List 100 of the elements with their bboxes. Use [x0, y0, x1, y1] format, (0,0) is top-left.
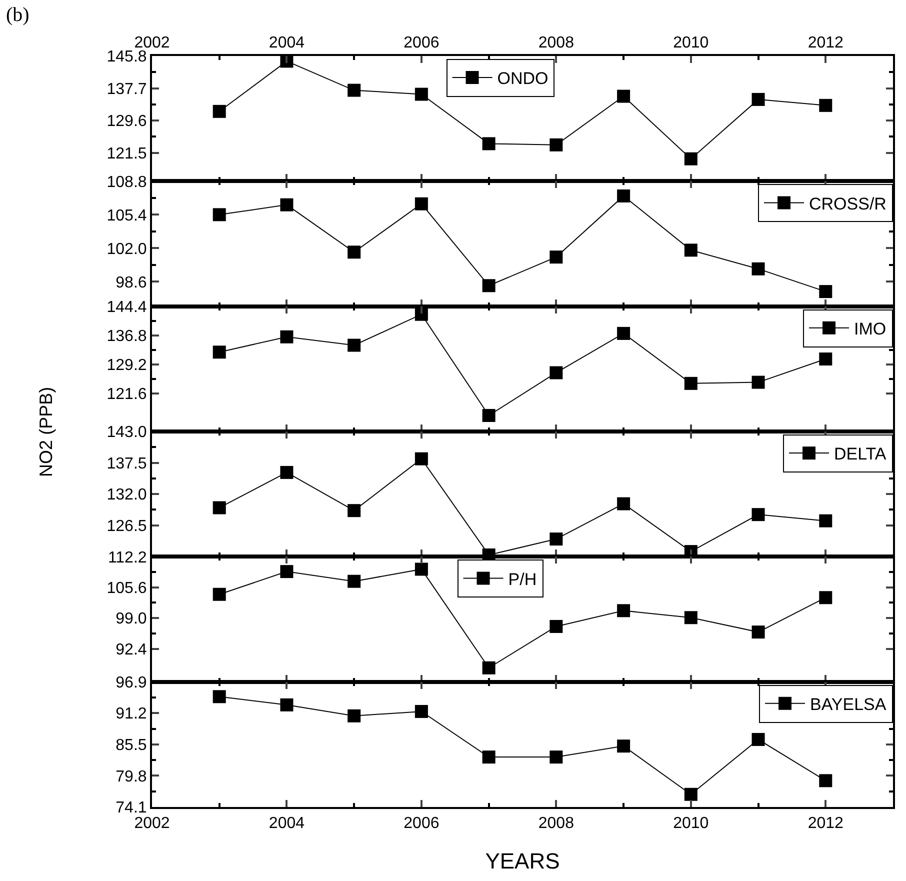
point [482, 750, 496, 764]
y-tick-label: 132.0 [106, 486, 147, 504]
y-tick-label: 102.0 [106, 240, 147, 258]
point [819, 352, 832, 366]
point [550, 620, 563, 633]
text: (b) [6, 4, 30, 26]
point [684, 244, 698, 257]
point [550, 532, 563, 546]
point [617, 90, 630, 103]
y-tick-label: 121.5 [106, 145, 147, 162]
x-tick-label: 2006 [404, 815, 440, 832]
y-tick-label: 121.6 [106, 386, 147, 403]
point [819, 591, 832, 604]
point [348, 574, 361, 588]
legend-label: CROSS/R [809, 194, 886, 214]
point [684, 152, 698, 166]
y-tick-label: 96.9 [116, 674, 147, 692]
y-axis-title: NO2 (PPB) [36, 386, 56, 477]
y-tick-label: 108.8 [106, 174, 147, 191]
point [617, 189, 630, 202]
x-tick-label: 2012 [808, 815, 844, 832]
point [482, 408, 496, 422]
point [280, 466, 294, 479]
point [414, 562, 428, 576]
y-tick-label: 145.8 [106, 48, 147, 66]
point [684, 376, 698, 390]
y-tick-label: 79.8 [116, 768, 147, 786]
point [414, 704, 428, 718]
point [482, 661, 496, 674]
point [752, 508, 765, 522]
x-axis-title: YEARS [485, 848, 560, 874]
point [684, 611, 698, 624]
point [414, 308, 428, 321]
point [550, 366, 563, 380]
point [348, 246, 361, 259]
x-tick-label: 2004 [268, 815, 305, 832]
x-tick-label: 2002 [134, 815, 170, 832]
point [617, 604, 630, 618]
legend-label: ONDO [497, 69, 548, 88]
point [280, 330, 294, 344]
point [617, 326, 630, 340]
y-tick-label: 129.6 [106, 113, 147, 130]
point [752, 732, 765, 746]
point [550, 138, 563, 152]
y-tick-label: 91.2 [116, 706, 147, 723]
x2-tick-label: 2012 [808, 34, 844, 52]
point [819, 98, 832, 112]
point [212, 588, 226, 601]
y-tick-label: 99.0 [116, 610, 147, 628]
point [348, 504, 361, 518]
point [684, 788, 698, 801]
y-tick-label: 143.0 [106, 424, 147, 442]
point [482, 137, 496, 150]
point [617, 497, 630, 510]
y-tick-label: 136.8 [106, 328, 147, 345]
legend-label: BAYELSA [810, 695, 887, 714]
y-tick-label: 98.6 [116, 274, 147, 292]
y-tick-label: 126.5 [106, 518, 147, 535]
point [212, 346, 226, 359]
point [212, 208, 226, 222]
point [414, 452, 428, 466]
y-tick-label: 105.6 [106, 580, 147, 597]
point [550, 750, 563, 764]
point [280, 698, 294, 712]
y-tick-label: 144.4 [106, 298, 147, 316]
legend-label: DELTA [834, 444, 887, 464]
legend-label: IMO [854, 320, 886, 339]
point [819, 514, 832, 528]
point [348, 84, 361, 97]
point [752, 262, 765, 276]
point [752, 376, 765, 389]
point [550, 250, 563, 264]
y-tick-label: 92.4 [116, 641, 147, 658]
point [212, 690, 226, 704]
y-tick-label: 85.5 [116, 737, 147, 754]
point [414, 197, 428, 210]
y-tick-label: 74.1 [116, 800, 147, 817]
point [280, 565, 294, 578]
legend-label: P/H [508, 570, 537, 589]
point [752, 626, 765, 639]
x2-tick-label: 2010 [673, 34, 709, 52]
point [482, 279, 496, 292]
y-tick-label: 112.2 [108, 549, 147, 566]
point [819, 774, 832, 788]
x-tick-label: 2010 [673, 815, 709, 832]
y-tick-label: 105.4 [106, 207, 147, 224]
x2-tick-label: 2006 [404, 34, 440, 52]
point [617, 740, 630, 753]
point [348, 338, 361, 352]
x-tick-label: 2008 [538, 815, 574, 832]
y-tick-label: 137.7 [106, 80, 147, 98]
x2-tick-label: 2008 [538, 34, 574, 52]
y-tick-label: 137.5 [106, 455, 147, 472]
point [212, 501, 226, 514]
point [348, 709, 361, 722]
point [752, 92, 765, 106]
point [212, 104, 226, 118]
x2-tick-label: 2004 [268, 34, 305, 52]
y-tick-label: 129.2 [106, 356, 147, 374]
point [414, 88, 428, 101]
